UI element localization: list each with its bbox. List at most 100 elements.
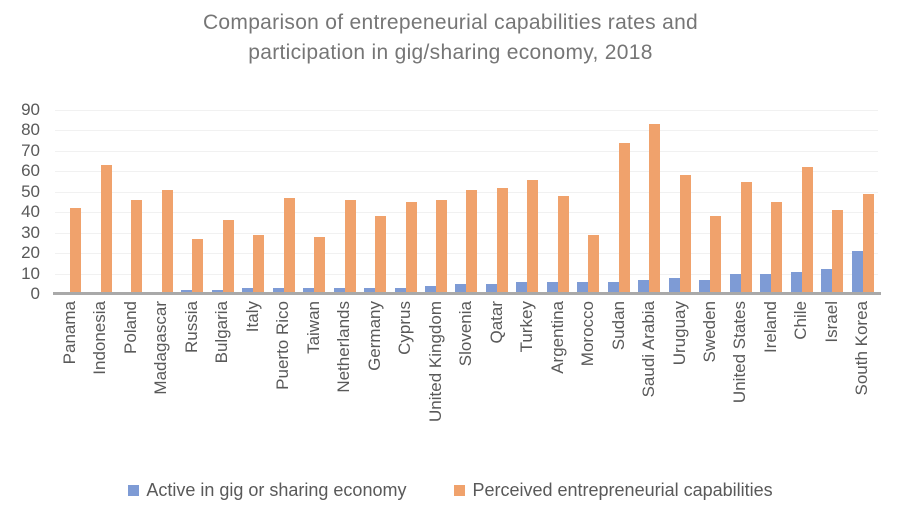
x-axis-category-cell: Chile <box>787 301 817 469</box>
x-axis-category-label: Israel <box>821 301 841 343</box>
bar-group <box>665 110 695 294</box>
x-axis-category-label: Cyprus <box>395 301 415 355</box>
bar-group <box>268 110 298 294</box>
bar-perceived-capabilities <box>253 234 265 294</box>
bar-active-gig <box>851 251 863 294</box>
x-axis-category-cell: Poland <box>116 301 146 469</box>
bar-perceived-capabilities <box>344 199 356 294</box>
bar-group <box>55 110 85 294</box>
bar-group <box>573 110 603 294</box>
bar-active-gig <box>485 283 497 294</box>
bar-group <box>177 110 207 294</box>
bar-group <box>329 110 359 294</box>
bar-group <box>512 110 542 294</box>
bar-active-gig <box>790 271 802 294</box>
x-axis: Panama Indonesia Poland Madagascar Russia Bul… <box>55 301 878 469</box>
bar-group <box>634 110 664 294</box>
x-axis-category-cell: Slovenia <box>451 301 481 469</box>
bar-active-gig <box>211 289 223 294</box>
bar-group <box>85 110 115 294</box>
y-axis-tick-label: 40 <box>21 202 40 222</box>
bar-group <box>787 110 817 294</box>
x-axis-category-cell: Turkey <box>512 301 542 469</box>
gridline <box>55 130 878 132</box>
x-axis-category-label: Qatar <box>486 301 506 344</box>
bar-active-gig <box>455 283 467 294</box>
x-axis-category-cell: Madagascar <box>146 301 176 469</box>
bar-perceived-capabilities <box>161 189 173 294</box>
legend-swatch <box>454 485 466 496</box>
x-axis-category-label: Russia <box>181 301 201 353</box>
x-axis-category-cell: Indonesia <box>85 301 115 469</box>
x-axis-category-cell: South Korea <box>848 301 878 469</box>
chart-title: Comparison of entrepeneurial capabilitie… <box>0 8 901 68</box>
x-axis-category-label: Turkey <box>517 301 537 353</box>
x-axis-category-label: Indonesia <box>90 301 110 375</box>
bar-active-gig <box>516 281 528 294</box>
bar-active-gig <box>364 287 376 294</box>
x-axis-category-cell: Germany <box>360 301 390 469</box>
y-axis-tick-label: 90 <box>21 100 40 119</box>
x-axis-category-label: Ireland <box>760 301 780 353</box>
x-axis-category-label: United States <box>730 301 750 404</box>
bar-active-gig <box>333 287 345 294</box>
x-axis-category-label: Chile <box>791 301 811 340</box>
x-axis-category-cell: Bulgaria <box>207 301 237 469</box>
x-axis-category-cell: Sweden <box>695 301 725 469</box>
bar-group <box>238 110 268 294</box>
x-axis-category-label: Sudan <box>608 301 628 351</box>
x-axis-category-cell: United Kingdom <box>421 301 451 469</box>
y-axis-tick-label: 10 <box>21 263 40 283</box>
x-axis-category-cell: Taiwan <box>299 301 329 469</box>
bar-active-gig <box>577 281 589 294</box>
bar-group <box>421 110 451 294</box>
bar-active-gig <box>638 279 650 294</box>
legend-label: Perceived entrepreneurial capabilities <box>472 480 773 500</box>
x-axis-category-label: Sweden <box>700 301 719 363</box>
bar-group <box>299 110 329 294</box>
gridline <box>55 110 878 111</box>
bar-active-gig <box>729 273 741 294</box>
x-axis-category-cell: Morocco <box>573 301 603 469</box>
bar-perceived-capabilities <box>436 199 447 294</box>
bar-perceived-capabilities <box>527 179 539 294</box>
bar-perceived-capabilities <box>679 175 691 294</box>
x-axis-category-cell: Sudan <box>604 301 634 469</box>
x-axis-category-label: Argentina <box>547 301 567 374</box>
bar-active-gig <box>181 289 193 294</box>
bar-group <box>390 110 420 294</box>
bar-group <box>543 110 573 294</box>
bar-group <box>116 110 146 294</box>
bar-perceived-capabilities <box>375 216 387 294</box>
x-axis-category-cell: Russia <box>177 301 207 469</box>
x-axis-category-label: Uruguay <box>669 301 689 366</box>
bar-perceived-capabilities <box>496 187 508 294</box>
x-axis-category-cell: Cyprus <box>390 301 420 469</box>
bar-perceived-capabilities <box>405 202 417 294</box>
x-axis-category-cell: Argentina <box>543 301 573 469</box>
y-axis-tick-label: 0 <box>30 284 40 303</box>
gridline <box>55 171 878 173</box>
x-axis-category-cell: Italy <box>238 301 268 469</box>
legend-item: Perceived entrepreneurial capabilities <box>454 480 773 501</box>
y-axis-tick-label: 70 <box>21 140 40 160</box>
x-axis-category-cell: Netherlands <box>329 301 359 469</box>
legend-item: Active in gig or sharing economy <box>128 480 406 501</box>
bar-group <box>695 110 725 294</box>
x-axis-category-cell: Uruguay <box>665 301 695 469</box>
legend-swatch <box>128 485 140 496</box>
x-axis-category-cell: Saudi Arabia <box>634 301 664 469</box>
bar-perceived-capabilities <box>740 181 752 294</box>
bar-active-gig <box>821 269 833 294</box>
bar-perceived-capabilities <box>100 165 112 294</box>
x-axis-category-label: Panama <box>59 301 79 365</box>
x-axis-category-label: Slovenia <box>456 301 476 367</box>
bar-group <box>726 110 756 294</box>
y-axis-tick-label: 80 <box>21 120 40 140</box>
x-axis-category-label: Italy <box>242 301 262 333</box>
bar-group <box>146 110 176 294</box>
bar-active-gig <box>760 273 772 294</box>
bar-group <box>451 110 481 294</box>
x-axis-category-cell: Puerto Rico <box>268 301 298 469</box>
x-axis-category-label: Poland <box>120 301 140 354</box>
